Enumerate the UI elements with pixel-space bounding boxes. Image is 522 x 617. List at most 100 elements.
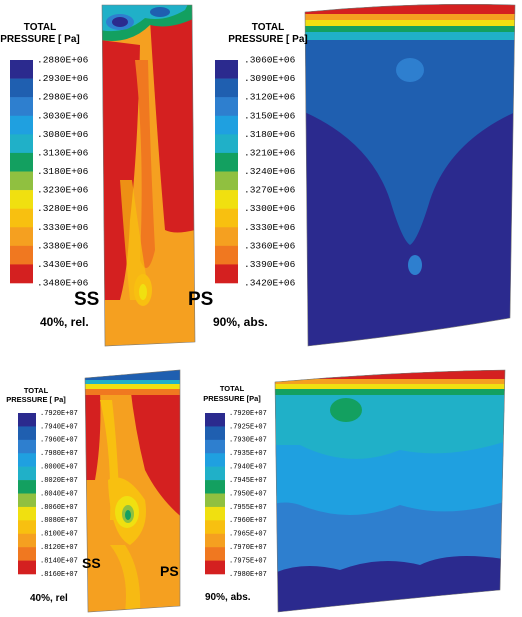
legend-title: PRESSURE [ Pa] <box>0 34 79 45</box>
legend-swatch <box>10 115 33 135</box>
legend-label: .8120E+07 <box>40 544 78 552</box>
legend-swatch <box>18 520 36 535</box>
legend-label: .8140E+07 <box>40 557 78 565</box>
legend-label: .8000E+07 <box>40 464 78 472</box>
legend-swatch <box>10 190 33 209</box>
side-label: SS <box>74 289 99 310</box>
legend-label: .7920E+07 <box>40 410 78 418</box>
legend-label: .2930E+06 <box>37 73 89 84</box>
caption: 40%, rel. <box>40 315 89 329</box>
legend-label: .3270E+06 <box>244 185 296 196</box>
legend-label: .7945E+07 <box>229 477 267 485</box>
legend-label: .7960E+07 <box>40 437 78 445</box>
legend-swatch <box>205 426 225 441</box>
legend-swatch <box>205 466 225 481</box>
legend-label: .3130E+06 <box>37 147 89 158</box>
side-label: PS <box>188 289 213 310</box>
legend-label: .7950E+07 <box>229 490 267 498</box>
legend-label: .7980E+07 <box>40 450 78 458</box>
legend-label: .3280E+06 <box>37 203 89 214</box>
legend-swatch <box>205 453 225 467</box>
legend-swatch <box>10 227 33 247</box>
legend-swatch <box>18 506 36 521</box>
legend-swatch <box>215 171 238 191</box>
legend-swatch <box>10 152 33 172</box>
legend-swatch <box>205 413 225 427</box>
legend-title: TOTAL <box>252 22 284 33</box>
legend-swatch <box>215 115 238 135</box>
legend-label: .7965E+07 <box>229 531 267 539</box>
legend-label: .3390E+06 <box>244 259 296 270</box>
legend-swatch <box>215 97 238 117</box>
legend-label: .3080E+06 <box>37 129 89 140</box>
legend-swatch <box>18 426 36 441</box>
legend-swatch <box>18 493 36 508</box>
legend-label: .7960E+07 <box>229 517 267 525</box>
legend-swatch <box>215 190 238 209</box>
legend-swatch <box>10 78 33 98</box>
legend-label: .7970E+07 <box>229 544 267 552</box>
legend-swatch <box>10 60 33 79</box>
legend-label: .3420E+06 <box>244 278 296 289</box>
legend-swatch <box>18 547 36 561</box>
legend-swatch <box>18 533 36 548</box>
legend-swatch <box>18 480 36 494</box>
legend-swatch <box>10 97 33 117</box>
legend-label: .7930E+07 <box>229 437 267 445</box>
legend-swatch <box>215 60 238 79</box>
caption: 90%, abs. <box>205 592 251 603</box>
legend-label: .7935E+07 <box>229 450 267 458</box>
legend-swatch <box>215 208 238 228</box>
legend-label: .8100E+07 <box>40 531 78 539</box>
legend-title: TOTAL <box>24 386 49 395</box>
legend-label: .3180E+06 <box>37 166 89 177</box>
legend-swatch <box>215 227 238 247</box>
legend-swatch <box>10 245 33 265</box>
legend-label: .7925E+07 <box>229 423 267 431</box>
legend-label: .3330E+06 <box>37 222 89 233</box>
legend-label: .3150E+06 <box>244 110 296 121</box>
caption: 40%, rel <box>30 593 68 604</box>
legend-swatch <box>205 560 225 575</box>
legend-swatch <box>18 560 36 575</box>
legend-swatch <box>215 134 238 154</box>
legend-swatch <box>215 245 238 265</box>
legend-title: PRESSURE [ Pa] <box>6 395 66 404</box>
legend-swatch <box>10 171 33 191</box>
legend-swatch <box>205 520 225 535</box>
contour-field <box>305 4 515 347</box>
legend-label: .3480E+06 <box>37 278 89 289</box>
legend-title: TOTAL <box>24 22 56 33</box>
legend-swatch <box>205 493 225 508</box>
legend-swatch <box>205 506 225 521</box>
legend-label: .7920E+07 <box>229 410 267 418</box>
legend-label: .3300E+06 <box>244 203 296 214</box>
legend-label: .3090E+06 <box>244 73 296 84</box>
caption: 90%, abs. <box>213 315 268 329</box>
legend-swatch <box>205 533 225 548</box>
legend-label: .7955E+07 <box>229 504 267 512</box>
legend-label: .3120E+06 <box>244 92 296 103</box>
legend-label: .3030E+06 <box>37 110 89 121</box>
legend-label: .7940E+07 <box>40 423 78 431</box>
legend-label: .3060E+06 <box>244 55 296 66</box>
legend-swatch <box>18 439 36 454</box>
legend-title: TOTAL <box>220 384 245 393</box>
legend-title: PRESSURE [Pa] <box>203 394 261 403</box>
legend-label: .8060E+07 <box>40 504 78 512</box>
legend-swatch <box>205 439 225 454</box>
legend-swatch <box>18 453 36 467</box>
legend-label: .7940E+07 <box>229 464 267 472</box>
legend-swatch <box>18 466 36 481</box>
legend-title: PRESSURE [ Pa] <box>228 34 307 45</box>
legend-label: .7975E+07 <box>229 557 267 565</box>
contour-field <box>102 5 195 346</box>
legend-label: .2880E+06 <box>37 55 89 66</box>
legend-label: .3230E+06 <box>37 185 89 196</box>
legend-label: .3330E+06 <box>244 222 296 233</box>
legend-swatch <box>10 134 33 154</box>
legend-swatch <box>10 208 33 228</box>
legend-swatch <box>18 413 36 427</box>
legend-label: .8040E+07 <box>40 490 78 498</box>
